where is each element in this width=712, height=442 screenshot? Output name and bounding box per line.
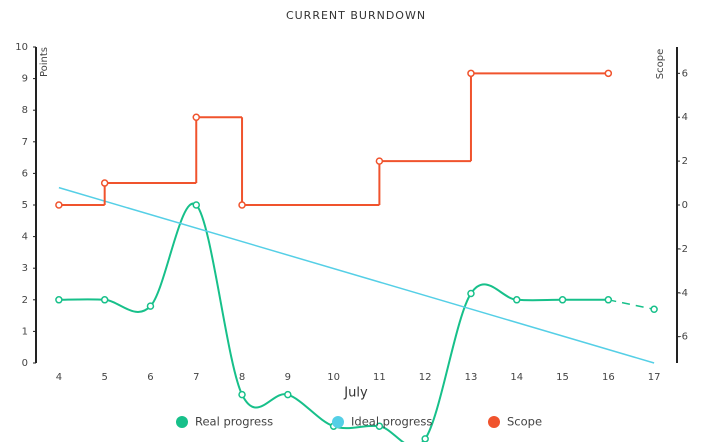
y2-tick-label: -2 bbox=[678, 244, 688, 255]
y-tick-label: 1 bbox=[22, 326, 28, 337]
point bbox=[55, 296, 63, 304]
y2-tick-label: 4 bbox=[682, 112, 688, 123]
point bbox=[238, 201, 246, 209]
legend-swatch bbox=[176, 416, 188, 428]
point bbox=[192, 201, 200, 209]
y-tick-label: 2 bbox=[22, 295, 28, 306]
line bbox=[58, 202, 609, 442]
x-tick-label: 4 bbox=[56, 372, 62, 383]
x-tick-label: 8 bbox=[239, 372, 245, 383]
x-tick-label: 7 bbox=[193, 372, 199, 383]
point bbox=[100, 296, 109, 304]
point bbox=[513, 296, 521, 304]
y2-tick-label: 6 bbox=[682, 68, 688, 79]
y-tick-label: 9 bbox=[22, 74, 28, 85]
point bbox=[558, 296, 567, 304]
y2-tick-label: 0 bbox=[682, 200, 688, 211]
y-tick-label: 3 bbox=[22, 263, 28, 274]
point bbox=[146, 302, 155, 310]
point bbox=[100, 179, 109, 187]
x-tick-label: 11 bbox=[373, 372, 386, 383]
x-tick-label: 13 bbox=[465, 372, 478, 383]
x-tick-label: 12 bbox=[419, 372, 432, 383]
y-tick-label: 4 bbox=[22, 232, 28, 243]
point bbox=[467, 289, 475, 298]
point bbox=[421, 435, 429, 442]
x-tick-label: 6 bbox=[147, 372, 153, 383]
x-tick-label: 15 bbox=[556, 372, 569, 383]
point bbox=[650, 305, 658, 314]
point bbox=[375, 422, 384, 430]
y-tick-label: 6 bbox=[22, 168, 28, 179]
y-tick-label: 8 bbox=[22, 105, 28, 116]
y-tick-label: 10 bbox=[15, 42, 28, 53]
point bbox=[604, 69, 613, 78]
point bbox=[55, 201, 63, 209]
y2-tick-label: 2 bbox=[682, 156, 688, 167]
legend-label: Ideal progress bbox=[351, 415, 432, 429]
point bbox=[238, 390, 246, 399]
x-axis-title: July bbox=[343, 386, 368, 401]
point bbox=[604, 296, 613, 304]
point bbox=[284, 390, 292, 399]
x-tick-label: 10 bbox=[327, 372, 340, 383]
x-tick-label: 14 bbox=[510, 372, 523, 383]
point bbox=[375, 157, 384, 165]
legend-label: Scope bbox=[507, 415, 542, 429]
y2-axis-title: Scope bbox=[655, 49, 666, 79]
legend-label: Real progress bbox=[195, 415, 273, 429]
x-tick-label: 17 bbox=[648, 372, 661, 383]
y-axis-title: Points bbox=[39, 47, 50, 77]
point bbox=[192, 113, 200, 121]
line bbox=[58, 186, 655, 364]
y2-tick-label: -4 bbox=[678, 288, 688, 299]
y-tick-label: 0 bbox=[22, 358, 28, 369]
y-tick-label: 7 bbox=[22, 137, 28, 148]
chart-title: CURRENT BURNDOWN bbox=[286, 9, 426, 22]
y2-tick-label: -6 bbox=[678, 332, 688, 343]
x-tick-label: 16 bbox=[602, 372, 615, 383]
point bbox=[467, 69, 475, 78]
x-tick-label: 9 bbox=[285, 372, 291, 383]
legend-swatch bbox=[332, 416, 344, 428]
legend-swatch bbox=[488, 416, 500, 428]
line-tail bbox=[608, 299, 655, 311]
x-tick-label: 5 bbox=[101, 372, 107, 383]
y-tick-label: 5 bbox=[22, 200, 28, 211]
